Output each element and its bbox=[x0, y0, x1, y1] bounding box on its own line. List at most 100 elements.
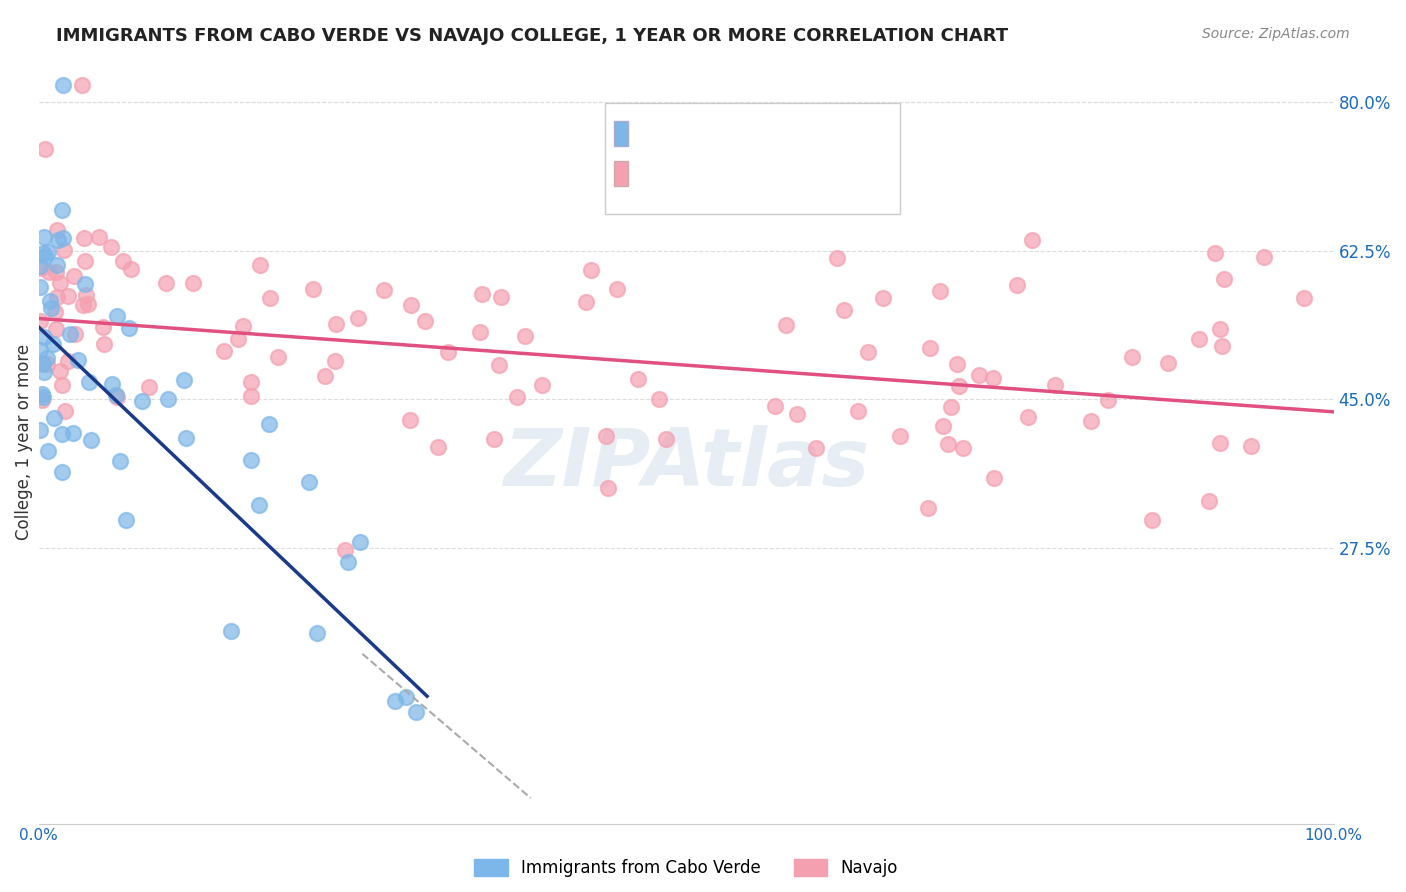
Point bbox=[373, 283, 395, 297]
Point bbox=[31, 387, 53, 401]
Point bbox=[39, 301, 62, 315]
Point bbox=[468, 325, 491, 339]
Point bbox=[93, 320, 115, 334]
Point bbox=[131, 394, 153, 409]
Point bbox=[832, 303, 855, 318]
Point bbox=[73, 253, 96, 268]
Point bbox=[42, 336, 65, 351]
Point bbox=[53, 403, 76, 417]
Point bbox=[413, 314, 436, 328]
Point bbox=[39, 293, 62, 308]
Point bbox=[34, 249, 56, 263]
Point bbox=[918, 342, 941, 356]
Point bbox=[51, 378, 73, 392]
Point bbox=[945, 358, 967, 372]
Point bbox=[1097, 393, 1119, 408]
Point bbox=[595, 429, 617, 443]
Point bbox=[247, 498, 270, 512]
Point bbox=[1017, 410, 1039, 425]
Text: R =: R = bbox=[633, 123, 672, 141]
Point bbox=[579, 263, 602, 277]
Point bbox=[45, 321, 67, 335]
Point bbox=[28, 259, 51, 273]
Point bbox=[333, 542, 356, 557]
Point bbox=[100, 240, 122, 254]
Point bbox=[93, 336, 115, 351]
Point bbox=[398, 412, 420, 426]
Point bbox=[654, 432, 676, 446]
Text: 53: 53 bbox=[773, 123, 799, 141]
Point bbox=[72, 298, 94, 312]
Point bbox=[176, 431, 198, 445]
Point bbox=[1198, 494, 1220, 508]
Point bbox=[939, 401, 962, 415]
Point bbox=[28, 314, 51, 328]
Point bbox=[120, 261, 142, 276]
Point bbox=[775, 318, 797, 332]
Point bbox=[52, 243, 75, 257]
Point bbox=[89, 230, 111, 244]
Point bbox=[804, 442, 827, 456]
Point bbox=[1142, 513, 1164, 527]
Point bbox=[530, 378, 553, 392]
Point bbox=[1292, 291, 1315, 305]
Point bbox=[46, 290, 69, 304]
Point bbox=[35, 357, 58, 371]
Point bbox=[51, 465, 73, 479]
Point bbox=[77, 297, 100, 311]
Point bbox=[302, 282, 325, 296]
Text: R =: R = bbox=[633, 162, 672, 180]
Point bbox=[349, 534, 371, 549]
Text: IMMIGRANTS FROM CABO VERDE VS NAVAJO COLLEGE, 1 YEAR OR MORE CORRELATION CHART: IMMIGRANTS FROM CABO VERDE VS NAVAJO COL… bbox=[56, 27, 1008, 45]
Point bbox=[1240, 439, 1263, 453]
Point bbox=[491, 290, 513, 304]
Point bbox=[228, 332, 250, 346]
Point bbox=[115, 514, 138, 528]
Point bbox=[1187, 332, 1209, 346]
Point bbox=[32, 390, 55, 404]
Point bbox=[138, 380, 160, 394]
Point bbox=[763, 399, 786, 413]
Point bbox=[259, 291, 281, 305]
Point bbox=[936, 437, 959, 451]
Point bbox=[28, 280, 51, 294]
Text: 113: 113 bbox=[773, 162, 811, 180]
Point bbox=[32, 246, 55, 260]
Point bbox=[239, 452, 262, 467]
Point bbox=[298, 475, 321, 489]
Point bbox=[212, 343, 235, 358]
Point bbox=[37, 245, 59, 260]
Point bbox=[34, 230, 56, 244]
Point bbox=[37, 351, 59, 365]
Point bbox=[598, 481, 620, 495]
Point bbox=[49, 276, 72, 290]
Point bbox=[73, 231, 96, 245]
Point bbox=[156, 392, 179, 406]
Point bbox=[75, 288, 97, 302]
Point bbox=[46, 258, 69, 272]
Point bbox=[1211, 339, 1233, 353]
Point bbox=[1043, 378, 1066, 392]
Point bbox=[108, 454, 131, 468]
Point bbox=[267, 350, 290, 364]
Point bbox=[848, 404, 870, 418]
Point bbox=[105, 390, 128, 404]
Point bbox=[51, 426, 73, 441]
Point bbox=[967, 368, 990, 383]
Y-axis label: College, 1 year or more: College, 1 year or more bbox=[15, 343, 32, 540]
Point bbox=[506, 390, 529, 404]
Point bbox=[323, 354, 346, 368]
Text: Source: ZipAtlas.com: Source: ZipAtlas.com bbox=[1202, 27, 1350, 41]
Point bbox=[58, 353, 80, 368]
Point bbox=[436, 345, 458, 359]
Point bbox=[384, 694, 406, 708]
Point bbox=[173, 374, 195, 388]
Point bbox=[118, 321, 141, 335]
Point bbox=[37, 444, 59, 458]
Point bbox=[917, 501, 939, 516]
Point bbox=[647, 392, 669, 406]
Point bbox=[56, 289, 79, 303]
Point bbox=[34, 142, 56, 156]
Point bbox=[45, 265, 67, 279]
Point bbox=[51, 203, 73, 218]
